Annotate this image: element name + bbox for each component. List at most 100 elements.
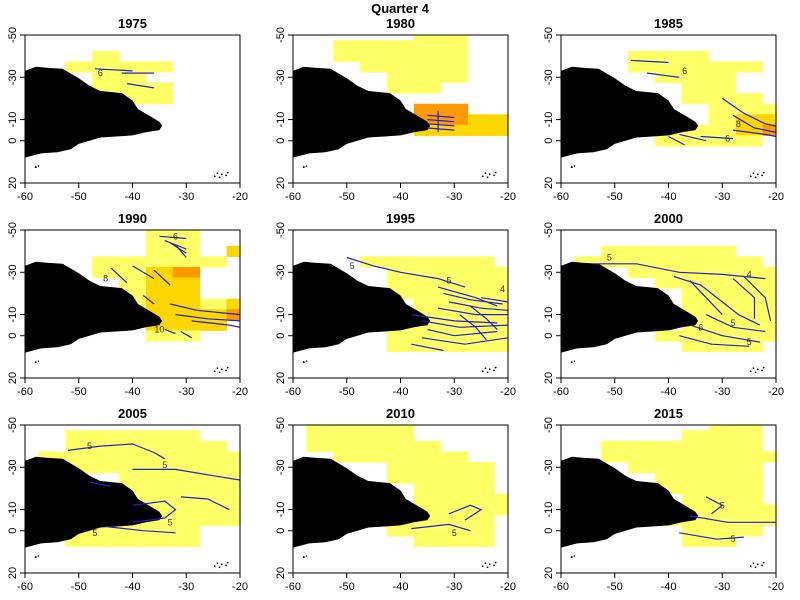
y-tick-label: -30 (7, 264, 19, 280)
heat-cell (387, 525, 415, 537)
heat-cell (387, 440, 415, 452)
heat-cell (65, 430, 93, 442)
landmass (293, 456, 431, 548)
island (761, 174, 763, 177)
heat-cell (735, 61, 764, 73)
panel-title: 2015 (654, 406, 683, 421)
heat-cell (92, 451, 120, 463)
heat-cell (119, 256, 147, 268)
heat-cell (413, 267, 442, 279)
heat-cell (413, 493, 442, 505)
island (762, 561, 765, 564)
heat-cell (601, 245, 629, 257)
heat-cell (92, 267, 120, 279)
y-tick-label: -30 (7, 69, 19, 85)
plot-area (293, 35, 508, 179)
heat-cell (735, 341, 764, 353)
heat-cell (681, 536, 710, 548)
island (37, 360, 40, 362)
island (34, 556, 37, 559)
heat-cell (708, 288, 737, 300)
x-tick-label: -40 (125, 191, 141, 203)
island (302, 166, 305, 169)
heat-cell (655, 277, 683, 289)
panel-title: 1995 (386, 211, 415, 226)
heat-cell (681, 72, 710, 84)
heat-cell (440, 298, 469, 310)
heat-cell (467, 114, 496, 126)
x-tick-label: -60 (553, 581, 569, 593)
heat-cell (413, 72, 442, 84)
contour-label: 6 (173, 231, 178, 241)
contour-line (127, 83, 155, 89)
heat-cell (708, 504, 737, 516)
heat-cell (199, 483, 228, 495)
panel-2000: 5 4 6 5 5 2000 -60 -50 -40 -30 -20 -50 -30 -10 0 20 (543, 211, 784, 398)
heat-cell (440, 504, 469, 516)
heat-cell (681, 50, 710, 62)
x-tick-label: -50 (339, 191, 355, 203)
contour-line (132, 265, 155, 280)
heat-cell (440, 61, 469, 73)
heat-cell (762, 288, 776, 300)
heat-cell (360, 440, 388, 452)
heat-cell (762, 451, 776, 463)
heat-cell (413, 82, 442, 94)
x-tick-label: -50 (71, 386, 87, 398)
heat-cell (172, 309, 201, 321)
heat-cell (172, 493, 201, 505)
heat-cell (681, 430, 710, 442)
heat-cell (681, 245, 710, 257)
island (225, 174, 227, 177)
landmass (561, 456, 699, 548)
heat-cell (92, 536, 120, 548)
heat-cell (440, 536, 469, 548)
x-tick-label: -40 (125, 581, 141, 593)
heat-cell (708, 298, 737, 310)
heat-cell (655, 50, 683, 62)
x-tick-label: -30 (446, 386, 462, 398)
heat-cell (387, 277, 415, 289)
heat-cell (172, 525, 201, 537)
island (486, 566, 489, 569)
heat-cell (413, 525, 442, 537)
heat-cell (172, 504, 201, 516)
heat-cell (601, 451, 629, 463)
heat-cell (172, 277, 201, 289)
heat-cell (601, 440, 629, 452)
y-tick-label: -50 (543, 417, 555, 433)
contour-line (175, 244, 187, 258)
heat-cell (735, 425, 764, 431)
island (216, 172, 219, 175)
heat-cell (92, 462, 120, 474)
heat-cell (65, 451, 93, 463)
heat-cell (440, 309, 469, 321)
y-tick-label: 20 (275, 567, 287, 579)
heat-cell (38, 451, 66, 463)
heat-cell (413, 256, 442, 268)
heat-cell (628, 462, 656, 474)
heat-cell (226, 245, 240, 257)
heat-cell (333, 440, 361, 452)
y-tick-label: -10 (543, 307, 555, 323)
figure-title: Quarter 4 (371, 1, 430, 16)
heat-cell (467, 298, 496, 310)
y-tick-label: 20 (275, 372, 287, 384)
heat-cell (494, 330, 508, 342)
heat-cell (413, 536, 442, 548)
heat-cell (628, 267, 656, 279)
y-tick-label: -50 (7, 27, 19, 43)
x-tick-label: -40 (393, 191, 409, 203)
heat-cell (413, 50, 442, 62)
heat-cell (145, 235, 174, 247)
island (752, 172, 755, 175)
island (493, 564, 495, 567)
contour-line (437, 307, 508, 316)
heat-cell (145, 504, 174, 516)
heat-cell (655, 245, 683, 257)
heat-cell (708, 493, 737, 505)
heat-cell (655, 462, 683, 474)
heat-cell (655, 135, 683, 147)
heat-cell (628, 256, 656, 268)
island (302, 556, 305, 559)
